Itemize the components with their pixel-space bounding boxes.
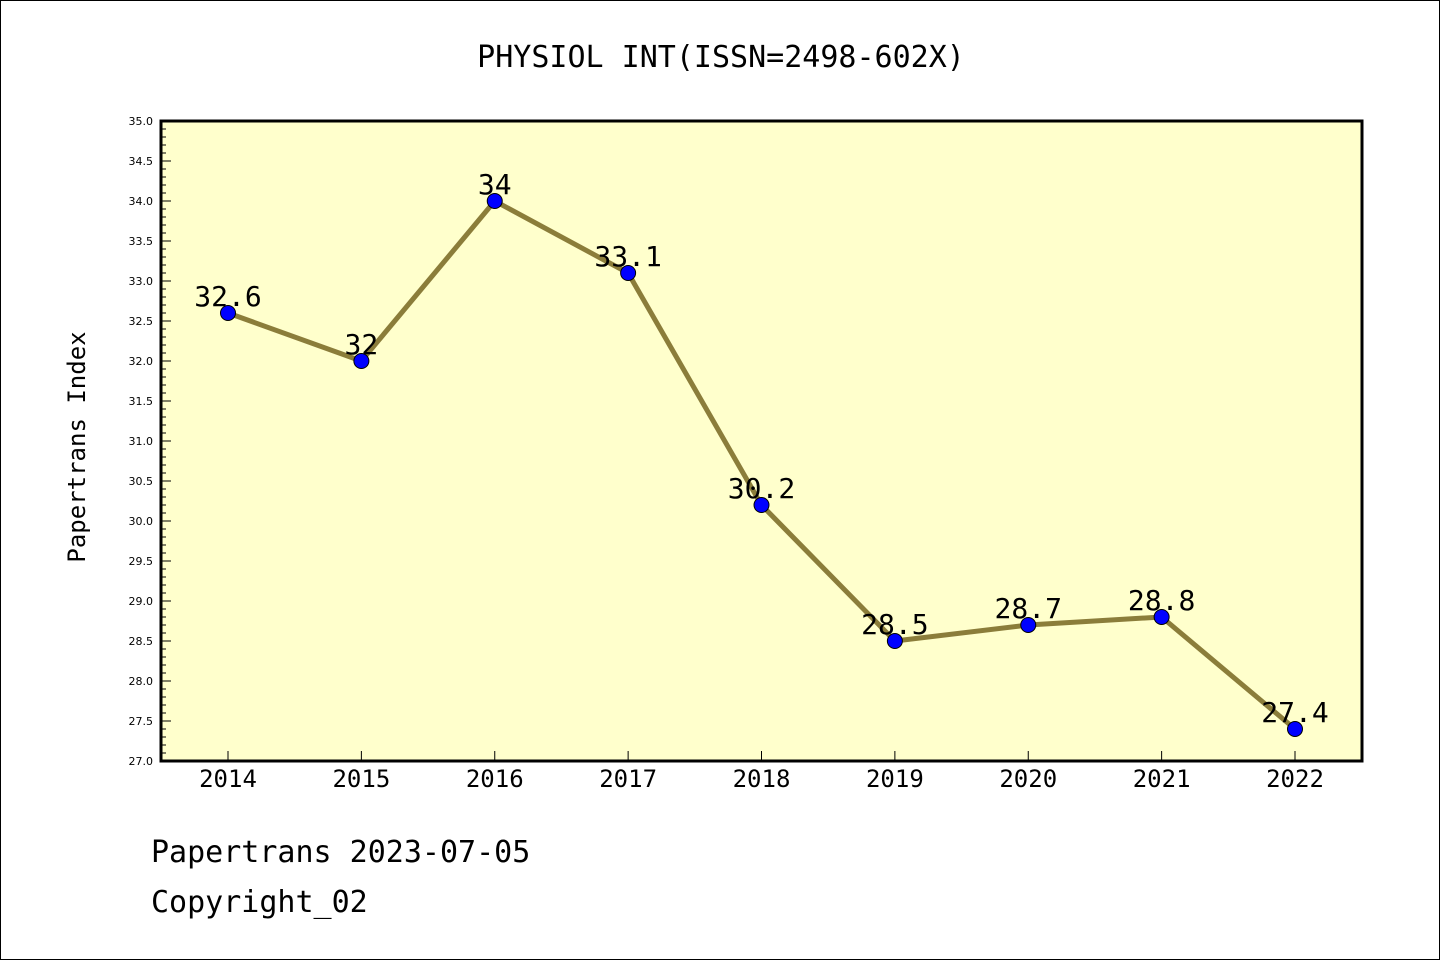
y-axis-ticks: 27.0 27.5 28.0 28.5 29.0 29.5 30.0 30.5 31.0 31.5… [129, 115, 171, 768]
x-tick-label: 2014 [199, 765, 257, 793]
data-point [353, 353, 370, 369]
x-tick-label: 2017 [599, 765, 657, 793]
x-tick-label: 2021 [1133, 765, 1191, 793]
data-point [1020, 617, 1037, 633]
footer-copyright: Copyright_02 [151, 885, 368, 920]
data-label: 28.8 [1128, 584, 1195, 617]
data-point [1287, 721, 1303, 737]
y-tick-label: 33.0 [129, 275, 154, 288]
data-point [220, 305, 236, 321]
x-tick-label: 2020 [999, 765, 1057, 793]
x-tick-label: 2019 [866, 765, 924, 793]
data-label: 28.5 [861, 608, 928, 641]
x-axis-ticks: 2014 2015 2016 2017 2018 2019 2020 2021 2022 [199, 751, 1324, 793]
y-tick-label: 30.0 [129, 515, 154, 528]
data-label: 32 [345, 328, 379, 361]
series-line-group [220, 193, 1303, 737]
data-label: 33.1 [594, 240, 661, 273]
y-tick-label: 27.0 [129, 755, 154, 768]
y-tick-label: 34.0 [129, 195, 154, 208]
y-tick-label: 32.0 [129, 355, 154, 368]
y-tick-label: 34.5 [129, 155, 154, 168]
x-tick-label: 2015 [332, 765, 390, 793]
y-tick-label: 29.0 [129, 595, 154, 608]
y-tick-label: 33.5 [129, 235, 154, 248]
chart-title: PHYSIOL INT(ISSN=2498-602X) [477, 40, 965, 75]
y-tick-label: 31.5 [129, 395, 154, 408]
plot-area [161, 121, 1362, 761]
y-axis-label: Papertrans Index [63, 331, 91, 562]
data-label: 32.6 [194, 280, 261, 313]
y-tick-label: 28.0 [129, 675, 154, 688]
y-tick-label: 28.5 [129, 635, 154, 648]
data-point [620, 265, 637, 281]
y-tick-label: 31.0 [129, 435, 154, 448]
y-tick-label: 30.5 [129, 475, 154, 488]
data-label: 30.2 [728, 472, 795, 505]
x-tick-label: 2018 [733, 765, 791, 793]
data-point [1153, 609, 1170, 625]
footer-date: Papertrans 2023-07-05 [151, 835, 531, 870]
data-point [886, 633, 903, 649]
y-tick-label: 35.0 [129, 115, 154, 128]
data-label: 34 [478, 168, 512, 201]
x-tick-label: 2022 [1266, 765, 1324, 793]
y-tick-label: 29.5 [129, 555, 154, 568]
data-label: 28.7 [995, 592, 1062, 625]
data-point [486, 193, 503, 209]
x-tick-label: 2016 [466, 765, 524, 793]
data-labels-group: 32.6 32 34 33.1 30.2 28.5 28.7 28.8 27.4 [194, 168, 1328, 729]
data-label: 27.4 [1261, 696, 1328, 729]
y-tick-label: 27.5 [129, 715, 154, 728]
data-point [753, 497, 770, 513]
y-tick-label: 32.5 [129, 315, 154, 328]
plot-border [159, 119, 1364, 763]
